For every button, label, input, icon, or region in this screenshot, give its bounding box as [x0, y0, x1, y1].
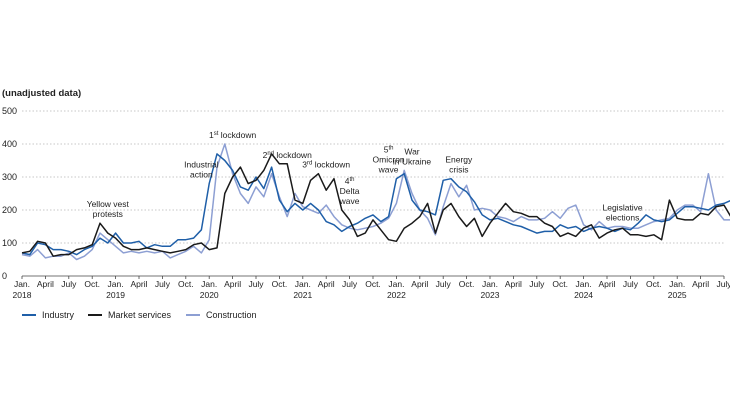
annotation-omicron-wave: 5th Omicron wave: [373, 145, 405, 175]
y-tick-label: 100: [2, 238, 17, 248]
x-tick-label: Jan. 2023: [481, 279, 500, 300]
x-tick-label: July: [61, 279, 77, 289]
x-tick-label: Jan. 2025: [668, 279, 687, 300]
y-tick-label: 0: [2, 271, 7, 281]
x-tick-label: Jan. 2022: [387, 279, 406, 300]
x-tick-label: Oct.: [552, 279, 568, 289]
annotation-war-ukraine: War in Ukraine: [393, 146, 432, 166]
series-line-market-services: [21, 153, 730, 257]
annotation-legislative-elections: Legislative elections: [603, 203, 643, 223]
legend-label-market-services: Market services: [108, 310, 172, 320]
x-tick-label: July: [248, 279, 264, 289]
x-tick-label: April: [130, 279, 147, 289]
x-tick-label: April: [505, 279, 522, 289]
x-tick-label: July: [716, 279, 730, 289]
legend-label-construction: Construction: [206, 310, 257, 320]
x-tick-label: Oct.: [178, 279, 194, 289]
annotation-yellow-vest: Yellow vest protests: [87, 199, 130, 219]
x-tick-label: April: [598, 279, 615, 289]
y-unit-label: (unadjusted data): [2, 88, 82, 99]
series-line-industry: [21, 153, 730, 256]
x-tick-label: July: [342, 279, 358, 289]
x-tick-label: Oct.: [646, 279, 662, 289]
legend-label-industry: Industry: [42, 310, 75, 320]
annotation-lockdown-2: 2nd lockdown: [263, 150, 312, 160]
x-tick-label: April: [224, 279, 241, 289]
x-tick-label: Jan. 2019: [106, 279, 125, 300]
x-tick-label: July: [623, 279, 639, 289]
x-tick-label: April: [411, 279, 428, 289]
x-tick-label: Jan. 2024: [574, 279, 593, 300]
y-tick-label: 200: [2, 205, 17, 215]
x-tick-label: July: [436, 279, 452, 289]
x-tick-label: April: [37, 279, 54, 289]
annotation-lockdown-3: 3rd lockdown: [302, 160, 350, 170]
x-tick-label: Jan. 2021: [293, 279, 312, 300]
x-tick-label: July: [155, 279, 171, 289]
x-tick-label: Oct.: [84, 279, 100, 289]
x-tick-label: Oct.: [459, 279, 475, 289]
x-tick-label: April: [318, 279, 335, 289]
annotation-lockdown-1: 1st lockdown: [209, 130, 256, 140]
x-tick-label: July: [529, 279, 545, 289]
x-tick-label: Oct.: [365, 279, 381, 289]
x-tick-label: Oct.: [272, 279, 288, 289]
x-tick-label: Jan. 2020: [200, 279, 219, 300]
y-tick-label: 400: [2, 139, 17, 149]
annotation-industrial-action: Industrial action: [184, 160, 219, 180]
x-tick-label: April: [692, 279, 709, 289]
x-tick-label: Jan. 2018: [13, 279, 32, 300]
annotation-energy-crisis: Energy crisis: [445, 155, 473, 175]
y-tick-label: 300: [2, 172, 17, 182]
annotation-delta-wave: 4th Delta wave: [339, 176, 360, 206]
y-tick-label: 500: [2, 106, 17, 116]
